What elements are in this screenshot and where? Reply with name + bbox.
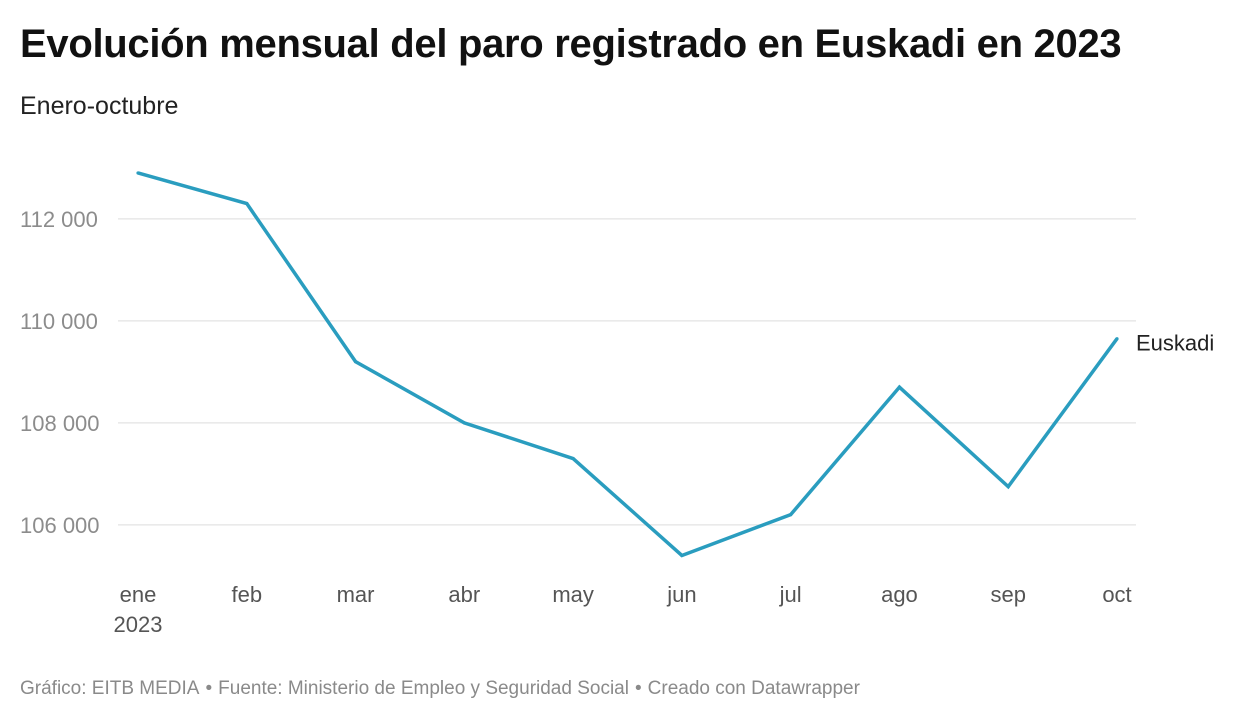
- footer-source: Fuente: Ministerio de Empleo y Seguridad…: [218, 678, 629, 699]
- data-point: [571, 456, 575, 461]
- x-tick-label: jul: [779, 582, 802, 607]
- x-tick-label: ene: [120, 582, 157, 607]
- chart-title: Evolución mensual del paro registrado en…: [20, 22, 1122, 66]
- x-tick-label: oct: [1102, 582, 1131, 607]
- x-tick-label: may: [552, 582, 594, 607]
- gridlines: [118, 218, 1136, 526]
- x-tick-label: mar: [337, 582, 375, 607]
- data-point: [897, 385, 902, 389]
- series-label: Euskadi: [1136, 331, 1214, 356]
- data-point: [1006, 485, 1010, 489]
- footer-separator: •: [634, 678, 642, 699]
- data-point: [1115, 337, 1119, 341]
- series-layer: Euskadi: [136, 171, 1214, 558]
- data-point: [789, 513, 793, 517]
- y-tick-label: 106 000: [20, 513, 100, 538]
- data-point: [245, 201, 249, 206]
- footer-tool: Creado con Datawrapper: [647, 678, 860, 699]
- x-tick-label: sep: [990, 582, 1025, 607]
- data-point: [680, 553, 684, 558]
- series-line-euskadi: [137, 171, 1119, 558]
- chart-footer: Gráfico: EITB MEDIA • Fuente: Ministerio d…: [20, 678, 860, 700]
- x-tick-label: ago: [881, 582, 918, 607]
- data-point: [462, 421, 466, 425]
- chart-subtitle: Enero-octubre: [20, 92, 179, 120]
- x-tick-label: feb: [231, 582, 262, 607]
- footer-separator: •: [205, 678, 213, 699]
- x-axis-ticks: ene feb mar abr may jun jul ago sep oct 2023: [114, 582, 1132, 637]
- x-tick-year-label: 2023: [114, 612, 163, 637]
- y-tick-label: 108 000: [20, 411, 100, 436]
- footer-credit: Gráfico: EITB MEDIA: [20, 678, 200, 699]
- y-tick-label: 112 000: [20, 207, 98, 232]
- data-point: [353, 360, 358, 364]
- x-tick-label: abr: [448, 582, 480, 607]
- x-tick-label: jun: [666, 582, 696, 607]
- y-tick-label: 110 000: [20, 309, 98, 334]
- data-point: [136, 171, 140, 175]
- y-axis-ticks: 106 000 108 000 110 000 112 000: [20, 207, 100, 538]
